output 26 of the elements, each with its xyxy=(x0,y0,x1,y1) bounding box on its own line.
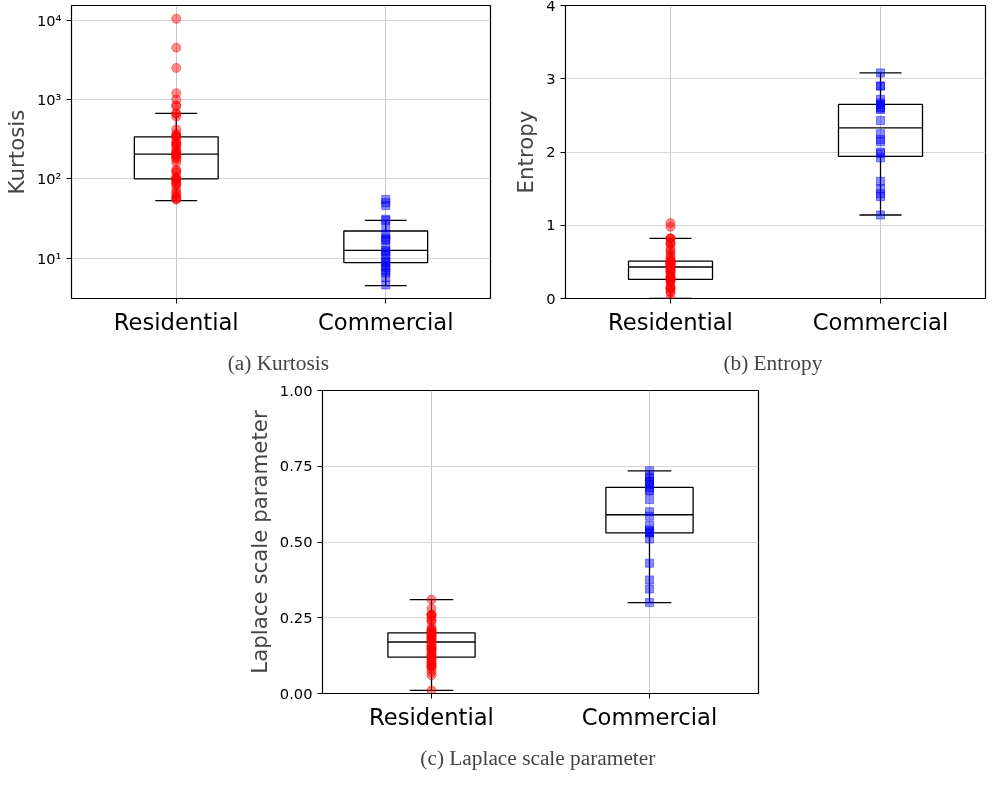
y-tick-label: 3 xyxy=(546,69,556,87)
y-tick-label: 10⁴ xyxy=(36,11,62,29)
y-tick-label: 10² xyxy=(36,170,62,188)
y-tick-label: 10³ xyxy=(36,90,62,108)
y-tick-label: 0.50 xyxy=(279,533,313,550)
x-tick-label: Commercial xyxy=(812,308,949,335)
y-tick-label: 1 xyxy=(546,216,556,234)
text: (a) Kurtosis xyxy=(227,350,329,375)
y-tick-label: 1.00 xyxy=(279,381,313,399)
text: (c) Laplace scale parameter xyxy=(420,745,656,770)
x-tick-label: Commercial xyxy=(318,308,454,335)
y-axis-title: Kurtosis xyxy=(3,109,29,195)
x-tick-label: Commercial xyxy=(581,703,718,730)
y-axis-title: Laplace scale parameter xyxy=(246,410,272,674)
y-axis-title: Entropy xyxy=(513,110,539,194)
y-tick-label: 0.25 xyxy=(279,608,313,626)
y-tick-label: 4 xyxy=(546,0,556,14)
x-tick-label: Residential xyxy=(369,703,494,730)
y-tick-label: 10¹ xyxy=(36,249,62,267)
y-tick-label: 0 xyxy=(546,289,556,307)
text: (b) Entropy xyxy=(723,350,823,375)
y-tick-label: 2 xyxy=(546,143,556,160)
y-tick-label: 0.75 xyxy=(279,457,313,475)
y-tick-label: 0.00 xyxy=(279,684,313,702)
x-tick-label: Residential xyxy=(608,308,733,335)
x-tick-label: Residential xyxy=(113,308,239,335)
